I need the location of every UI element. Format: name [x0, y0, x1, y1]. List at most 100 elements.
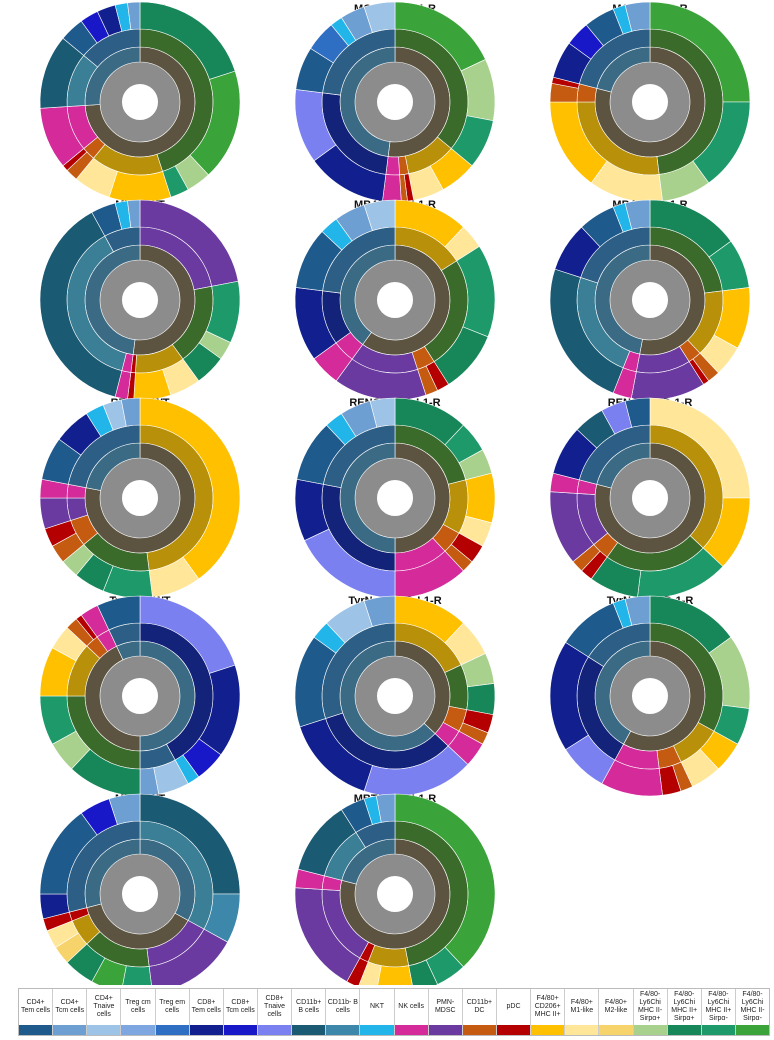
legend: CD4+ Tem cells CD4+ Tcm cells CD4+ Tnaive … [18, 988, 770, 1036]
color-swatch [121, 1025, 155, 1035]
segment [97, 595, 141, 631]
legend-label: CD11b+ DC [466, 999, 493, 1014]
segment [363, 1, 396, 33]
legend-label: CD8+ Tnaive cells [264, 995, 286, 1018]
legend-entry: F4/80- Ly6Chi MHC II- Sirpα- [735, 989, 770, 1035]
sunburst [294, 1, 496, 203]
legend-entry: CD11b- B cells [326, 989, 361, 1035]
sunburst [549, 397, 751, 599]
legend-label: F4/80+ M1-like [570, 999, 594, 1014]
segment [375, 793, 396, 823]
legend-label: Treg cm cells [125, 999, 151, 1014]
color-swatch [701, 1025, 735, 1035]
segment [363, 595, 396, 627]
legend-label: F4/80- Ly6Chi MHC II- Sirpα+ [638, 991, 663, 1022]
center-ring [355, 62, 435, 142]
legend-label: CD11b- B cells [327, 999, 358, 1014]
legend-entry: CD4+ Tem cells [19, 989, 54, 1035]
sunburst [39, 1, 241, 203]
sunburst [549, 595, 751, 797]
legend-label: CD11b+ B cells [296, 999, 322, 1014]
color-swatch [292, 1025, 326, 1035]
legend-label: CD4+ Tem cells [20, 999, 51, 1014]
center-ring [610, 458, 690, 538]
segment [108, 171, 172, 203]
center-ring [100, 260, 180, 340]
legend-label: CD4+ Tcm cells [55, 999, 85, 1014]
color-swatch [223, 1025, 257, 1035]
color-swatch [599, 1025, 633, 1035]
sunburst [39, 199, 241, 401]
legend-label: F4/80- Ly6Chi MHC II- Sirpα- [740, 991, 765, 1022]
legend-label: Treg em cells [159, 999, 186, 1014]
sunburst [294, 793, 496, 985]
figure: MC38 WTMC38 aPD-L1-RMC38 aPD-1-RMB49 WTM… [39, 1, 751, 985]
legend-label: CD8+ Tcm cells [226, 999, 255, 1014]
color-swatch [189, 1025, 223, 1035]
segment [108, 793, 141, 825]
segment [466, 683, 496, 716]
legend-entry: CD4+ Tnaive cells [87, 989, 122, 1035]
color-swatch [257, 1025, 292, 1035]
legend-entry: F4/80+ M2-like [599, 989, 634, 1035]
segment [139, 397, 241, 580]
legend-label: NKT [369, 1003, 384, 1010]
color-swatch [633, 1025, 667, 1035]
segment [148, 928, 229, 985]
legend-entry: F4/80+ CD206+ MHC II+ [531, 989, 566, 1035]
center-ring [355, 260, 435, 340]
center-ring [355, 854, 435, 934]
legend-label: F4/80- Ly6Chi MHC II+ Sirpα+ [671, 991, 698, 1022]
color-swatch [394, 1025, 428, 1035]
segment [127, 199, 141, 228]
color-swatch [360, 1025, 394, 1035]
color-swatch [531, 1025, 565, 1035]
legend-label: F4/80- Ly6Chi MHC II+ Sirpα- [705, 991, 732, 1022]
legend-entry: CD11b+ DC [462, 989, 497, 1035]
legend-label: CD4+ Tnaive cells [93, 995, 115, 1018]
color-swatch [155, 1025, 189, 1035]
legend-entry: CD8+ Tnaive cells [257, 989, 293, 1035]
legend-entry: Treg em cells [155, 989, 190, 1035]
legend-entry: F4/80- Ly6Chi MHC II- Sirpα+ [633, 989, 668, 1035]
color-swatch [87, 1025, 121, 1035]
color-swatch [53, 1025, 87, 1035]
legend-entry: NK cells [394, 989, 429, 1035]
segment [465, 472, 496, 524]
color-swatch [428, 1025, 462, 1035]
center-ring [355, 656, 435, 736]
legend-entry: CD8+ Tcm cells [223, 989, 258, 1035]
sunburst [549, 199, 751, 401]
segment [624, 397, 651, 428]
center-ring [610, 656, 690, 736]
center-ring [610, 62, 690, 142]
legend-label: F4/80+ CD206+ MHC II+ [534, 995, 561, 1018]
segment [369, 397, 396, 428]
sunburst [294, 199, 496, 401]
legend-label: NK cells [398, 1003, 424, 1010]
segment [624, 1, 651, 32]
center-ring [355, 458, 435, 538]
legend-entry: CD11b+ B cells [292, 989, 327, 1035]
segment [363, 199, 396, 231]
segment [120, 397, 141, 427]
legend-entry: PMN-MDSC [428, 989, 463, 1035]
center-ring [100, 62, 180, 142]
legend-entry: F4/80- Ly6Chi MHC II+ Sirpα+ [667, 989, 702, 1035]
sunburst [294, 397, 496, 599]
legend-label: pDC [506, 1003, 521, 1010]
sunburst [294, 595, 496, 797]
color-swatch [667, 1025, 701, 1035]
legend-entry: F4/80- Ly6Chi MHC II+ Sirpα- [701, 989, 736, 1035]
segment [624, 595, 651, 626]
color-swatch [462, 1025, 496, 1035]
sunburst [39, 595, 241, 797]
sunburst [39, 397, 241, 599]
center-ring [610, 260, 690, 340]
sunburst [549, 1, 751, 203]
segment [377, 965, 413, 985]
segment [624, 199, 651, 230]
legend-entry: pDC [496, 989, 532, 1035]
color-swatch [326, 1025, 360, 1035]
center-ring [100, 656, 180, 736]
